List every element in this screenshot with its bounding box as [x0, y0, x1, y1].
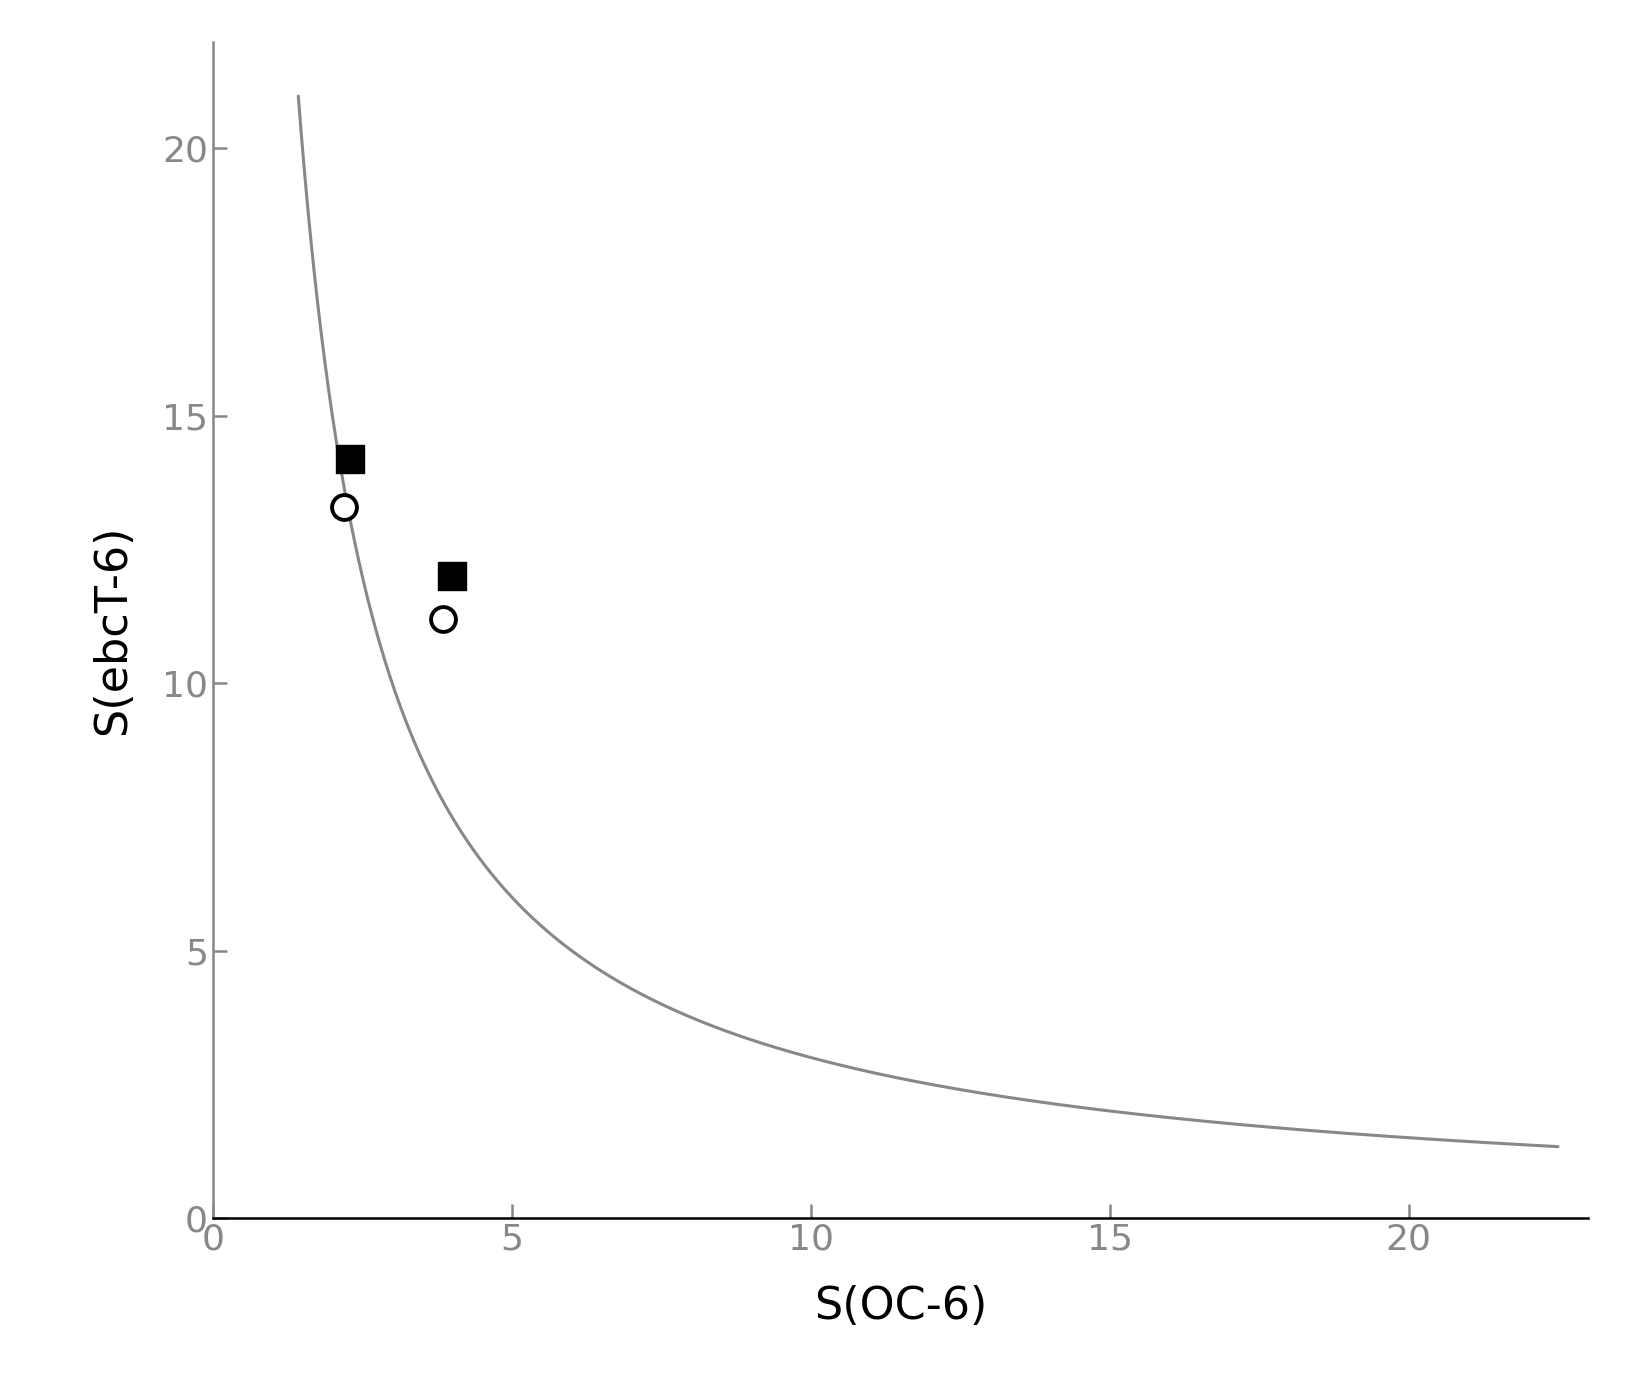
- X-axis label: S(OC-6): S(OC-6): [814, 1284, 987, 1327]
- Point: [439, 565, 465, 587]
- Point: [431, 608, 457, 630]
- Point: [337, 447, 363, 469]
- Point: [331, 495, 357, 518]
- Y-axis label: S(ebcT-6): S(ebcT-6): [92, 525, 134, 735]
